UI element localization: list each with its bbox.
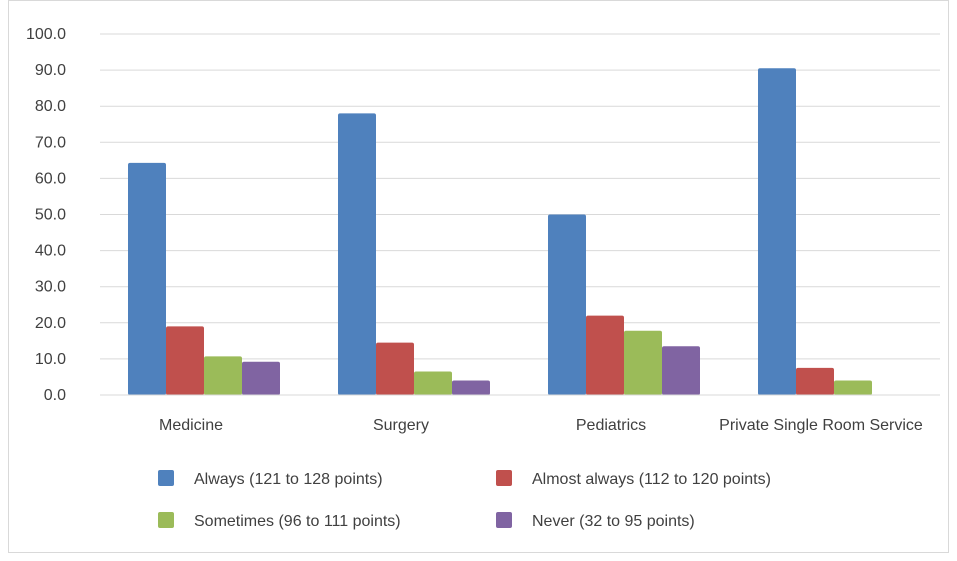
- legend-label: Never (32 to 95 points): [532, 513, 695, 530]
- legend-swatch: [496, 470, 512, 486]
- bar-4-3: [662, 346, 700, 395]
- y-tick-label: 10.0: [35, 351, 66, 368]
- bar-4-2: [452, 380, 490, 395]
- legend-label: Almost always (112 to 120 points): [532, 471, 771, 488]
- bar-2-4: [796, 367, 834, 395]
- y-tick-label: 90.0: [35, 62, 66, 79]
- bar-2-1: [166, 326, 204, 395]
- bar-1-2: [338, 113, 376, 396]
- category-labels: Medicine Surgery Pediatrics Private Single …: [159, 417, 923, 434]
- y-tick-label: 80.0: [35, 98, 66, 115]
- y-tick-label: 30.0: [35, 279, 66, 296]
- bar-1-1: [128, 162, 166, 395]
- x-category-label: Private Single Room Service: [719, 417, 923, 434]
- y-tick-label: 60.0: [35, 170, 66, 187]
- bar-4-1: [242, 361, 280, 395]
- bar-3-2: [414, 371, 452, 395]
- y-tick-label: 0.0: [44, 387, 66, 404]
- y-tick-label: 40.0: [35, 243, 66, 260]
- legend-label: Sometimes (96 to 111 points): [194, 513, 401, 530]
- bar-2-2: [376, 342, 414, 395]
- legend: Always (121 to 128 points) Almost always …: [158, 470, 771, 530]
- bar-3-1: [204, 356, 242, 395]
- x-category-label: Medicine: [159, 417, 223, 434]
- y-tick-label: 100.0: [26, 26, 66, 43]
- y-axis-ticks: 0.0 10.0 20.0 30.0 40.0 50.0 60.0 70.0 80.0 90.0 1…: [26, 26, 66, 404]
- x-category-label: Pediatrics: [576, 417, 646, 434]
- bar-1-4: [758, 68, 796, 396]
- x-category-label: Surgery: [373, 417, 429, 434]
- legend-swatch: [496, 512, 512, 528]
- bar-2-3: [586, 315, 624, 395]
- legend-swatch: [158, 512, 174, 528]
- bar-1-3: [548, 214, 586, 395]
- legend-swatch: [158, 470, 174, 486]
- bar-3-3: [624, 330, 662, 395]
- y-tick-label: 70.0: [35, 134, 66, 151]
- legend-label: Always (121 to 128 points): [194, 471, 383, 488]
- bar-3-4: [834, 380, 872, 395]
- bars: [128, 68, 872, 396]
- y-tick-label: 20.0: [35, 315, 66, 332]
- y-tick-label: 50.0: [35, 207, 66, 224]
